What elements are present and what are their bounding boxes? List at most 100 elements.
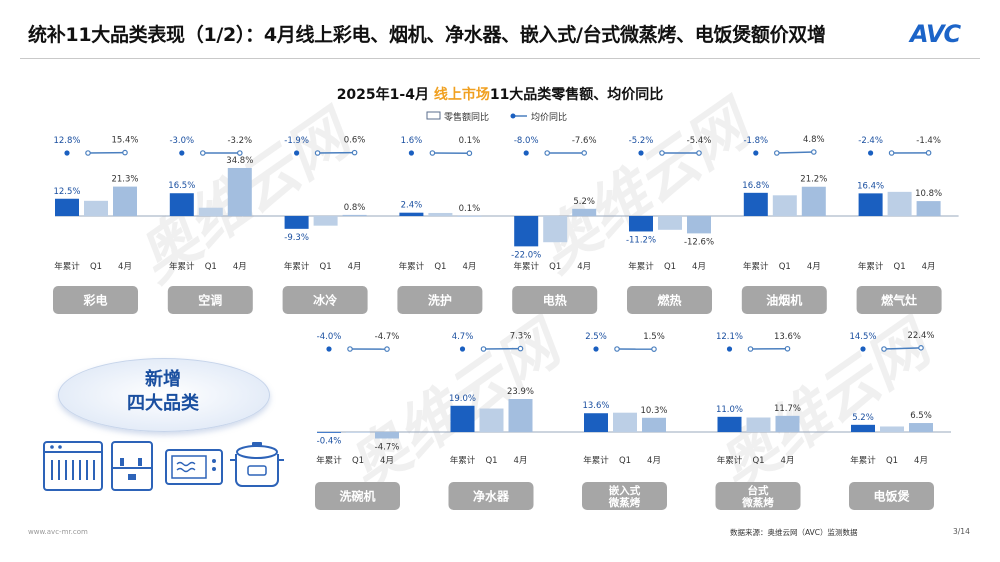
category-box-彩电 — [53, 286, 138, 314]
period-label-电饭煲-2: 4月 — [914, 456, 928, 466]
price-label-空调-apr: -3.2% — [227, 136, 252, 146]
bar-洗碗机-q1 — [346, 432, 370, 433]
sales-label-洗护-ytd: 2.4% — [401, 201, 423, 211]
bar-空调-q1 — [198, 207, 223, 216]
sales-label-嵌入式-微蒸烤-apr: 10.3% — [640, 406, 667, 416]
bar-油烟机-q1 — [772, 195, 797, 216]
microwave-icon — [165, 449, 223, 485]
price-label-电热-apr: -7.6% — [572, 136, 597, 146]
price-label-彩电-ytd: 12.8% — [53, 136, 80, 146]
category-box-台式-微蒸烤 — [715, 482, 801, 510]
category-box-油烟机 — [741, 286, 827, 314]
category-label-台式-微蒸烤-0: 台式 — [748, 484, 769, 497]
bar-电热-ytd — [514, 216, 539, 247]
period-label-燃气灶-2: 4月 — [922, 262, 936, 272]
price-dot-油烟机-apr — [810, 149, 817, 155]
period-label-电饭煲-1: Q1 — [886, 456, 898, 466]
bar-净水器-q1 — [479, 408, 504, 432]
sales-label-彩电-ytd: 12.5% — [53, 187, 80, 197]
period-label-空调-0: 年累计 — [169, 261, 195, 272]
period-label-电饭煲-0: 年累计 — [850, 455, 876, 466]
price-dot-电热-apr — [581, 150, 588, 156]
legend-line-marker — [510, 113, 516, 119]
category-label-台式-微蒸烤-1: 微蒸烤 — [741, 496, 774, 509]
price-label-净水器-apr: 7.3% — [510, 332, 532, 342]
chart-title-highlight: 线上市场 — [433, 87, 490, 103]
header-divider — [20, 58, 980, 59]
price-label-洗护-apr: 0.1% — [459, 136, 481, 146]
period-label-燃热-2: 4月 — [692, 262, 706, 272]
price-dot-彩电-q1 — [85, 150, 91, 156]
period-label-电热-0: 年累计 — [513, 261, 539, 272]
price-label-空调-ytd: -3.0% — [169, 136, 194, 146]
price-label-台式-微蒸烤-ytd: 12.1% — [716, 332, 743, 342]
footer-url: www.avc-mr.com — [28, 528, 88, 536]
price-dot-电饭煲-apr — [918, 345, 924, 351]
price-dot-燃气灶-q1 — [888, 150, 895, 156]
bar-净水器-ytd — [450, 405, 475, 432]
period-label-洗碗机-2: 4月 — [380, 456, 394, 466]
bar-油烟机-apr — [801, 186, 826, 216]
sales-label-净水器-ytd: 19.0% — [449, 394, 476, 404]
price-dot-电饭煲-q1 — [881, 346, 887, 352]
sales-label-空调-apr: 34.8% — [226, 156, 253, 166]
price-dot-净水器-ytd — [459, 346, 466, 352]
price-line-电饭煲 — [883, 347, 922, 350]
period-label-嵌入式-微蒸烤-1: Q1 — [619, 456, 631, 466]
category-label-彩电: 彩电 — [82, 293, 107, 308]
price-dot-净水器-apr — [517, 345, 524, 352]
period-label-油烟机-1: Q1 — [779, 262, 791, 272]
bar-嵌入式-微蒸烤-q1 — [613, 412, 637, 432]
avc-logo: AVC — [910, 20, 961, 48]
period-label-台式-微蒸烤-2: 4月 — [781, 456, 795, 466]
bar-冰冷-ytd — [284, 216, 309, 229]
category-label-燃热: 燃热 — [657, 293, 681, 308]
category-label-洗碗机: 洗碗机 — [339, 489, 375, 504]
period-label-油烟机-2: 4月 — [807, 262, 821, 272]
period-label-燃热-1: Q1 — [664, 262, 676, 272]
sales-label-洗碗机-apr: -4.7% — [375, 442, 400, 452]
sales-label-洗护-apr: 0.1% — [459, 204, 481, 214]
price-dot-冰冷-apr — [351, 149, 358, 156]
sales-label-燃气灶-apr: 10.8% — [915, 189, 942, 199]
legend-bar-label: 零售额同比 — [444, 111, 489, 123]
period-label-洗护-0: 年累计 — [399, 261, 425, 272]
price-dot-洗碗机-ytd — [326, 346, 332, 352]
category-label-燃气灶: 燃气灶 — [881, 293, 917, 308]
period-label-净水器-0: 年累计 — [450, 455, 476, 466]
bar-冰冷-apr — [342, 214, 367, 216]
sales-label-冰冷-ytd: -9.3% — [284, 233, 309, 243]
price-dot-净水器-q1 — [480, 346, 487, 352]
bar-燃气灶-q1 — [887, 191, 912, 216]
period-label-电热-1: Q1 — [549, 262, 561, 272]
price-label-燃气灶-ytd: -2.4% — [858, 136, 883, 146]
price-dot-台式-微蒸烤-ytd — [726, 346, 733, 352]
period-label-彩电-2: 4月 — [118, 262, 132, 272]
sales-label-燃热-apr: -12.6% — [684, 237, 714, 247]
dishwasher-icon — [43, 441, 103, 491]
price-label-洗碗机-ytd: -4.0% — [317, 332, 342, 342]
price-dot-油烟机-q1 — [773, 150, 780, 156]
price-dot-燃热-q1 — [659, 150, 665, 156]
price-label-电热-ytd: -8.0% — [514, 136, 539, 146]
legend-line-label: 均价同比 — [531, 111, 567, 123]
sales-label-电热-ytd: -22.0% — [511, 250, 541, 260]
bar-空调-ytd — [169, 193, 194, 216]
sales-label-净水器-apr: 23.9% — [507, 387, 534, 397]
period-label-燃气灶-0: 年累计 — [858, 261, 884, 272]
period-label-空调-2: 4月 — [233, 262, 247, 272]
price-label-嵌入式-微蒸烤-ytd: 2.5% — [585, 332, 607, 342]
price-dot-电热-ytd — [523, 150, 529, 156]
period-label-电热-2: 4月 — [577, 262, 591, 272]
period-label-冰冷-2: 4月 — [348, 262, 362, 272]
price-label-燃气灶-apr: -1.4% — [916, 136, 941, 146]
category-box-电饭煲 — [849, 482, 934, 510]
sales-label-洗碗机-ytd: -0.4% — [317, 437, 342, 447]
price-label-油烟机-ytd: -1.8% — [743, 136, 768, 146]
price-label-净水器-ytd: 4.7% — [452, 332, 474, 342]
bar-电热-apr — [572, 208, 597, 216]
period-label-台式-微蒸烤-0: 年累计 — [717, 455, 743, 466]
period-label-油烟机-0: 年累计 — [743, 261, 769, 272]
category-box-洗护 — [397, 286, 483, 314]
